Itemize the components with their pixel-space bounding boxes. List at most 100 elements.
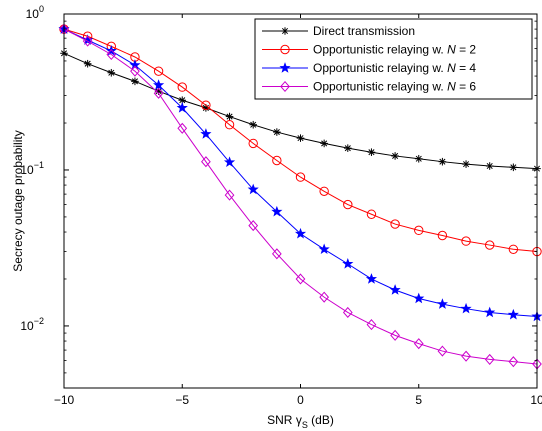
series-4-point-6	[177, 122, 188, 134]
series-3-point-9	[247, 183, 259, 195]
series-2-point-9	[248, 138, 258, 149]
x-axis-subscript: S	[302, 420, 308, 430]
series-3-point-5	[153, 79, 165, 90]
series-3-point-18	[460, 302, 472, 314]
series-4-point-8	[224, 189, 235, 201]
series-4-point-14	[366, 319, 377, 331]
series-4	[59, 23, 542, 370]
series-1-point-18	[462, 160, 470, 168]
series-4-point-17	[437, 345, 448, 357]
series-2-point-15	[390, 219, 400, 229]
x-tick-label-3: 0	[297, 393, 304, 407]
series-2-point-18	[461, 236, 471, 246]
series-2-point-17	[437, 230, 448, 241]
legend-entry-4: Opportunistic relaying w. N = 6	[262, 80, 476, 94]
legend-label-1: Direct transmission	[313, 24, 415, 38]
series-4-point-5	[153, 87, 164, 99]
y-tick-label-1: 100	[26, 4, 44, 21]
legend-label-2: Opportunistic relaying w. N = 2	[313, 43, 476, 57]
series-1-point-10	[273, 128, 281, 136]
series-4-point-15	[390, 329, 400, 341]
legend-entry-1: Direct transmission	[262, 24, 415, 38]
series-3-point-16	[413, 292, 425, 304]
series-3-point-2	[82, 34, 94, 45]
series-2-point-5	[153, 66, 164, 76]
series-3-point-12	[318, 243, 330, 255]
series-4-line	[63, 28, 538, 365]
series-4-point-20	[508, 356, 519, 368]
series-3-point-15	[389, 284, 401, 295]
x-tick-label-4: 5	[415, 393, 422, 407]
series-1-point-13	[344, 144, 352, 152]
series-1-point-2	[83, 59, 92, 68]
legend-marker-1	[281, 27, 289, 35]
series-2-point-12	[319, 186, 329, 196]
series-4-point-7	[201, 156, 211, 168]
series-3-point-8	[223, 156, 236, 168]
legend: Direct transmission Opportunistic relayin…	[254, 18, 533, 100]
series-2-line	[63, 28, 538, 253]
y-tick-label-3: 10−2	[20, 316, 44, 333]
series-4-point-19	[484, 353, 495, 365]
ticks-layer: −10 −5 0 5 10 100 10−1 10−2	[20, 4, 542, 407]
series-3	[58, 23, 542, 322]
series-2-point-13	[343, 199, 353, 210]
series-1-point-9	[249, 120, 257, 129]
x-axis-title: SNR γS (dB)	[267, 413, 334, 430]
series-4-point-18	[461, 350, 471, 362]
series-3-point-6	[176, 102, 188, 113]
series-2-point-8	[224, 120, 235, 130]
series-1-point-12	[320, 139, 328, 148]
legend-label-3: Opportunistic relaying w. N = 4	[313, 61, 476, 75]
series-4-point-12	[319, 291, 330, 303]
legend-entry-3: Opportunistic relaying w. N = 4	[262, 61, 476, 75]
y-axis-title: Secrecy outage probability	[11, 130, 25, 271]
series-4-point-2	[82, 35, 93, 47]
legend-marker-2	[280, 44, 290, 55]
series-1-point-20	[509, 163, 518, 172]
legend-marker-4	[280, 80, 290, 93]
series-4-point-13	[342, 306, 353, 319]
y-tick-label-2: 10−1	[20, 160, 44, 177]
series-3-point-20	[507, 308, 519, 320]
series-2-point-7	[201, 100, 211, 110]
series-1-point-14	[367, 148, 376, 156]
series-4-point-11	[295, 273, 306, 285]
legend-box	[254, 18, 533, 100]
series-4-point-3	[106, 48, 117, 61]
series-3-point-10	[271, 205, 283, 217]
series-4-point-10	[271, 248, 282, 260]
series-4-point-9	[248, 220, 259, 232]
legend-entry-2: Opportunistic relaying w. N = 2	[262, 43, 476, 57]
series-layer	[58, 23, 542, 370]
series-2-point-6	[177, 82, 187, 92]
series-1-point-16	[414, 154, 423, 163]
series-3-point-7	[200, 128, 212, 139]
legend-label-4: Opportunistic relaying w. N = 6	[313, 80, 476, 94]
series-3-point-17	[436, 298, 448, 309]
series-1-point-15	[391, 152, 399, 160]
x-tick-label-2: −5	[175, 393, 189, 407]
series-1-point-17	[438, 157, 447, 166]
x-tick-label-1: −10	[54, 393, 75, 407]
series-4-point-16	[413, 338, 424, 350]
series-3-point-4	[129, 59, 141, 70]
series-3-point-13	[342, 258, 354, 269]
series-2	[59, 24, 542, 257]
series-2-point-14	[366, 209, 377, 219]
series-1-point-11	[296, 134, 305, 142]
series-2-point-19	[485, 240, 495, 250]
series-3-point-14	[365, 273, 378, 284]
series-1-point-3	[107, 68, 116, 77]
series-3-point-11	[294, 227, 307, 239]
series-1-point-19	[485, 162, 494, 170]
legend-marker-3	[279, 62, 291, 73]
series-2-point-10	[272, 155, 282, 166]
series-3-point-19	[484, 306, 496, 318]
series-2-point-11	[295, 172, 306, 182]
series-2-point-20	[508, 244, 519, 254]
series-2-point-16	[414, 225, 424, 236]
series-4-point-4	[130, 65, 140, 77]
series-1-point-8	[225, 112, 234, 121]
